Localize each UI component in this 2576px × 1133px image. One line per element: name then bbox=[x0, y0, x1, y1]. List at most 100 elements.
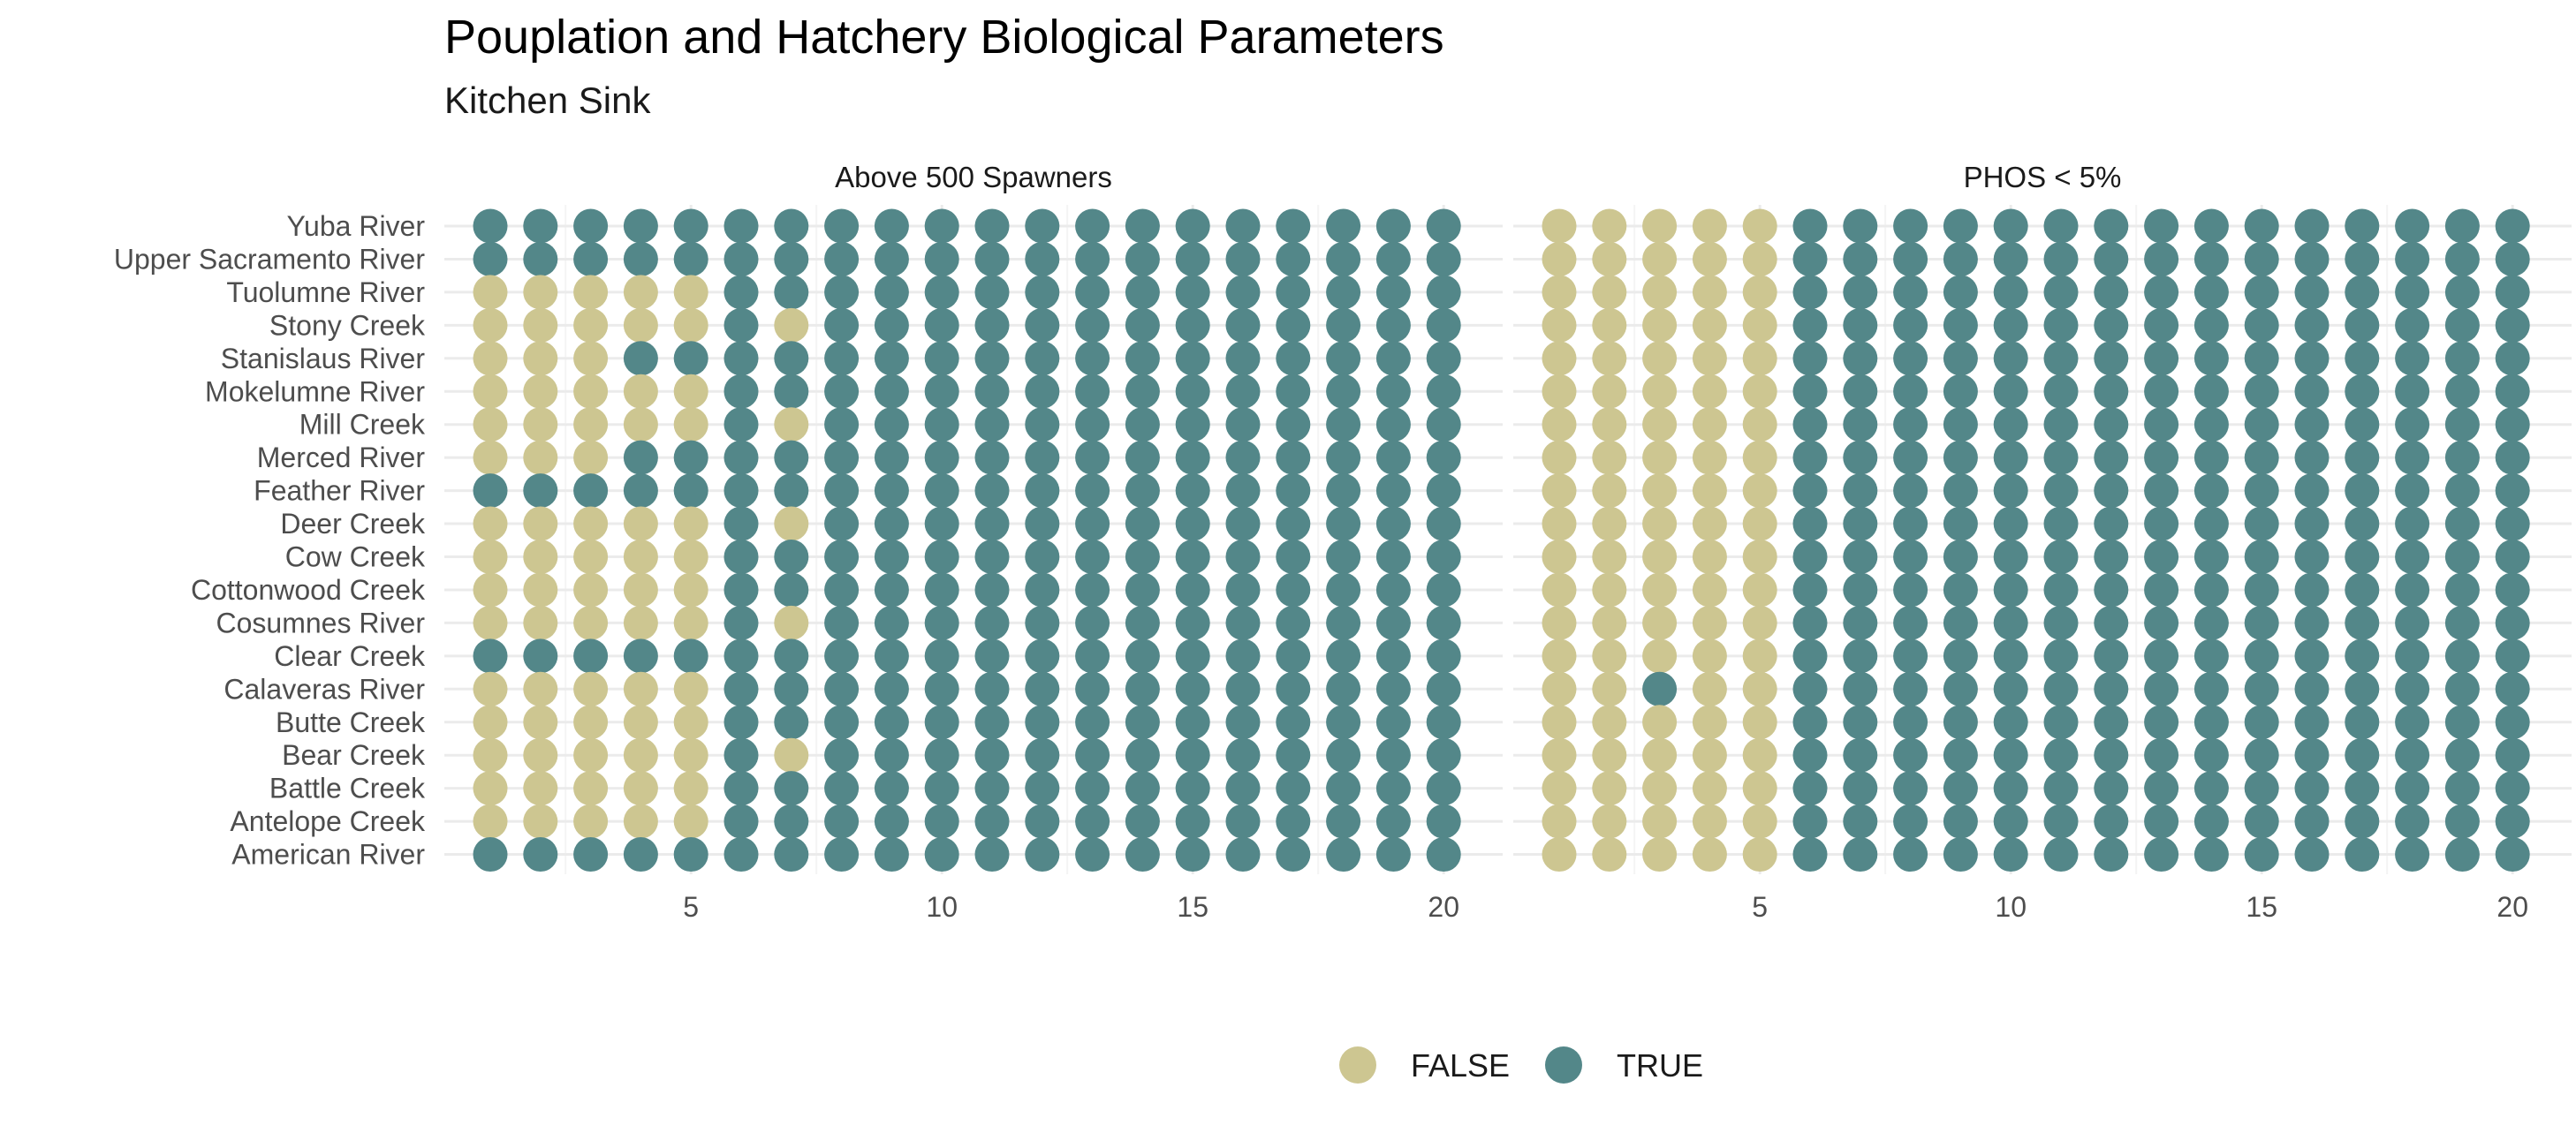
dot-true bbox=[1326, 605, 1361, 640]
dot-true bbox=[1225, 737, 1261, 773]
dot-true bbox=[1792, 307, 1828, 343]
dot-true bbox=[1225, 241, 1261, 276]
dot-true bbox=[2193, 341, 2229, 376]
dot-false bbox=[1742, 638, 1777, 674]
dot-true bbox=[1943, 241, 1978, 276]
dot-true bbox=[724, 208, 759, 244]
dot-true bbox=[1792, 572, 1828, 608]
dot-true bbox=[2244, 341, 2279, 376]
y-tick-label: Battle Creek bbox=[269, 773, 426, 804]
dot-true bbox=[2444, 705, 2480, 740]
dot-true bbox=[774, 705, 809, 740]
dot-false bbox=[1742, 837, 1777, 872]
dot-true bbox=[1175, 705, 1210, 740]
dot-true bbox=[1276, 572, 1311, 608]
dot-false bbox=[1742, 440, 1777, 475]
dot-true bbox=[1075, 407, 1110, 442]
dot-true bbox=[2294, 374, 2330, 409]
dot-true bbox=[2294, 771, 2330, 806]
dot-true bbox=[1276, 307, 1311, 343]
dot-true bbox=[2294, 671, 2330, 706]
dot-true bbox=[1175, 208, 1210, 244]
dot-true bbox=[924, 407, 959, 442]
dot-true bbox=[2094, 671, 2129, 706]
dot-true bbox=[974, 440, 1010, 475]
dot-false bbox=[1542, 737, 1577, 773]
x-tick-label: 10 bbox=[1995, 891, 2027, 923]
dot-true bbox=[2094, 208, 2129, 244]
dot-false bbox=[1642, 440, 1678, 475]
dot-true bbox=[2144, 374, 2179, 409]
dot-true bbox=[824, 737, 860, 773]
dot-true bbox=[2043, 307, 2079, 343]
dot-true bbox=[1125, 407, 1160, 442]
dot-false bbox=[1692, 737, 1727, 773]
dot-false bbox=[1742, 540, 1777, 574]
dot-false bbox=[1542, 473, 1577, 509]
dot-true bbox=[824, 241, 860, 276]
dot-true bbox=[2094, 341, 2129, 376]
dot-true bbox=[1276, 473, 1311, 509]
dot-true bbox=[1225, 407, 1261, 442]
dot-true bbox=[523, 837, 558, 872]
dot-true bbox=[1375, 208, 1411, 244]
legend-item-false: FALSE bbox=[1339, 1046, 1510, 1084]
dot-true bbox=[974, 307, 1010, 343]
dot-true bbox=[924, 572, 959, 608]
dot-true bbox=[1993, 208, 2028, 244]
dot-true bbox=[1792, 638, 1828, 674]
dot-true bbox=[1993, 506, 2028, 541]
dot-true bbox=[1125, 737, 1160, 773]
dot-true bbox=[2244, 241, 2279, 276]
dot-true bbox=[473, 837, 508, 872]
dot-true bbox=[924, 737, 959, 773]
dot-false bbox=[673, 804, 708, 839]
dot-false bbox=[523, 275, 558, 310]
dot-true bbox=[2094, 374, 2129, 409]
dot-true bbox=[2294, 506, 2330, 541]
dot-true bbox=[1326, 540, 1361, 574]
dot-true bbox=[1943, 804, 1978, 839]
dot-true bbox=[2144, 307, 2179, 343]
dot-false bbox=[1742, 473, 1777, 509]
dot-true bbox=[2444, 638, 2480, 674]
y-tick-label: Calaveras River bbox=[224, 673, 425, 705]
x-tick-label: 20 bbox=[2496, 891, 2528, 923]
dot-true bbox=[1792, 837, 1828, 872]
dot-false bbox=[673, 275, 708, 310]
dot-true bbox=[974, 638, 1010, 674]
dot-true bbox=[1125, 771, 1160, 806]
dot-true bbox=[724, 241, 759, 276]
dot-true bbox=[1075, 440, 1110, 475]
dot-true bbox=[2444, 473, 2480, 509]
dot-true bbox=[1943, 837, 1978, 872]
dot-true bbox=[473, 208, 508, 244]
dot-true bbox=[974, 837, 1010, 872]
dot-true bbox=[1993, 737, 2028, 773]
dot-false bbox=[1642, 374, 1678, 409]
legend-key-false bbox=[1339, 1046, 1376, 1084]
dot-true bbox=[2043, 407, 2079, 442]
dot-true bbox=[1792, 540, 1828, 574]
dot-true bbox=[673, 341, 708, 376]
dot-true bbox=[924, 605, 959, 640]
dot-true bbox=[1175, 241, 1210, 276]
dot-false bbox=[1542, 540, 1577, 574]
dot-true bbox=[724, 407, 759, 442]
dot-false bbox=[573, 440, 609, 475]
dot-true bbox=[2244, 473, 2279, 509]
dot-true bbox=[924, 638, 959, 674]
dot-false bbox=[1642, 804, 1678, 839]
dot-false bbox=[1742, 804, 1777, 839]
dot-false bbox=[1642, 208, 1678, 244]
dot-false bbox=[1742, 407, 1777, 442]
dot-true bbox=[1125, 638, 1160, 674]
dot-false bbox=[623, 307, 658, 343]
dot-false bbox=[1692, 275, 1727, 310]
dot-true bbox=[2193, 671, 2229, 706]
dot-false bbox=[1592, 307, 1627, 343]
dot-true bbox=[1025, 737, 1060, 773]
dot-true bbox=[2345, 374, 2380, 409]
dot-true bbox=[1276, 407, 1311, 442]
